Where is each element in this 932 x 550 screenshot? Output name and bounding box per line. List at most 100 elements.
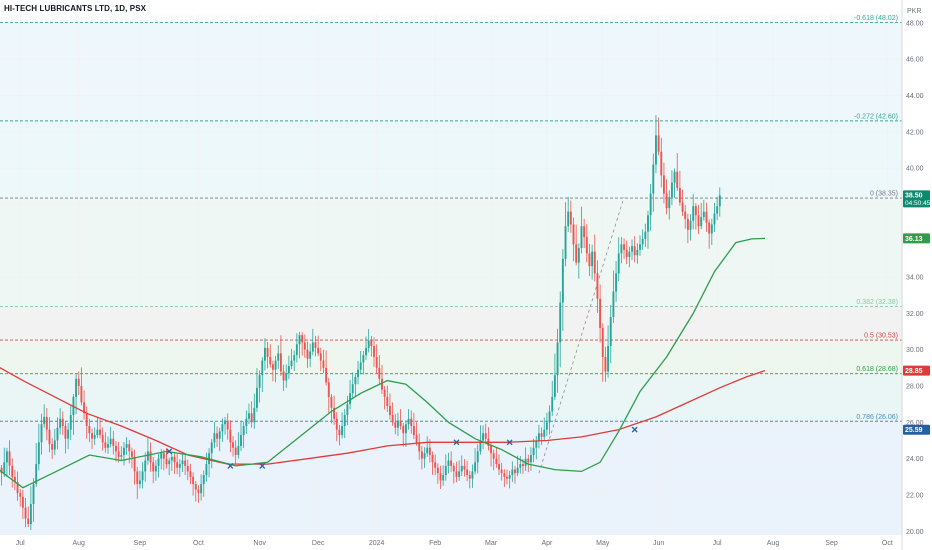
candle: [229, 420, 232, 453]
x-tick-label: Jun: [653, 540, 664, 547]
candle: [625, 240, 628, 265]
candle: [248, 403, 250, 424]
candle: [290, 348, 293, 370]
x-tick-label: Nov: [253, 540, 266, 547]
candle: [407, 409, 410, 430]
candle: [295, 333, 298, 363]
candle: [253, 393, 256, 429]
candle: [359, 350, 362, 375]
price-badge-value: 25.59: [905, 427, 923, 434]
candle: [689, 214, 692, 241]
candle: [410, 410, 413, 434]
candle: [391, 402, 394, 426]
candle: [213, 421, 216, 449]
candle: [490, 443, 492, 467]
candle: [660, 137, 663, 188]
candle: [93, 427, 96, 446]
candle: [593, 234, 596, 282]
x-tick-label: Mar: [485, 540, 498, 547]
y-tick-label: 22.00: [906, 492, 924, 499]
y-tick-label: 32.00: [906, 311, 924, 318]
price-axis[interactable]: 20.00 22.00 24.00 26.00 28.00 30.00 32.00 34.00…: [901, 0, 924, 550]
fib-zone: [0, 120, 902, 199]
candle: [154, 460, 157, 481]
candle: [673, 168, 676, 198]
candle: [657, 117, 660, 156]
candle: [500, 462, 503, 481]
candle: [452, 462, 455, 484]
fib-label: -0.618 (48.02): [854, 15, 898, 22]
candle: [101, 427, 104, 451]
candle: [537, 424, 540, 449]
candle: [218, 427, 221, 452]
candle: [141, 462, 144, 489]
x-tick-label: Sep: [134, 540, 147, 547]
candle: [11, 458, 14, 488]
candle: [303, 334, 306, 358]
candle: [596, 260, 599, 313]
candle: [705, 202, 708, 232]
fib-label: 0.382 (32.38): [856, 299, 898, 306]
candle: [529, 447, 532, 471]
candle: [327, 378, 330, 414]
fib-label: 0.618 (28.68): [856, 366, 898, 373]
candle: [136, 467, 139, 500]
candle: [633, 236, 636, 263]
candle: [718, 187, 721, 217]
candle: [189, 463, 192, 485]
candle: [112, 431, 115, 455]
candle: [484, 423, 487, 445]
candle: [426, 436, 429, 457]
candle: [543, 417, 546, 442]
candle: [423, 447, 426, 468]
candle: [436, 463, 439, 484]
candle: [216, 426, 219, 447]
candle: [474, 448, 477, 475]
candle: [492, 449, 495, 471]
candle: [601, 323, 604, 382]
candle: [184, 454, 187, 476]
candle: [418, 433, 421, 460]
candle: [237, 432, 240, 459]
candle: [354, 374, 357, 398]
candle: [447, 452, 450, 474]
candle: [636, 243, 639, 264]
candle: [311, 328, 314, 356]
candle: [96, 417, 99, 438]
candle: [365, 336, 367, 360]
candle: [24, 498, 27, 528]
time-axis[interactable]: Jul Aug Sep Oct Nov Dec 2024 Feb Mar Apr May Jun Jul…: [16, 540, 893, 547]
candle: [564, 202, 567, 267]
candle: [644, 223, 647, 248]
candle: [341, 412, 344, 439]
fib-label: 0.786 (26.06): [856, 414, 898, 421]
y-tick-label: 46.00: [906, 57, 924, 64]
candle: [383, 386, 386, 410]
candle: [585, 224, 588, 263]
candle: [149, 442, 152, 472]
candle: [540, 427, 543, 445]
candle: [375, 344, 378, 374]
candle: [256, 368, 258, 412]
x-tick-label: Sep: [825, 540, 838, 547]
grid-lines: [0, 14, 902, 535]
candle: [274, 355, 277, 383]
candle: [5, 447, 8, 478]
candle: [442, 465, 445, 486]
candle: [591, 244, 594, 280]
ma-slow-line: [0, 367, 766, 465]
candle: [389, 393, 391, 420]
candle: [548, 405, 551, 435]
x-tick-label: Aug: [767, 540, 780, 547]
price-badge-value: 38.50: [905, 193, 923, 200]
candle: [617, 237, 620, 282]
candle: [99, 418, 101, 439]
candle: [604, 346, 607, 382]
candle: [0, 465, 3, 486]
candle: [8, 440, 11, 476]
y-tick-label: 20.00: [906, 529, 924, 536]
candle: [420, 445, 423, 470]
candle: [498, 454, 500, 475]
